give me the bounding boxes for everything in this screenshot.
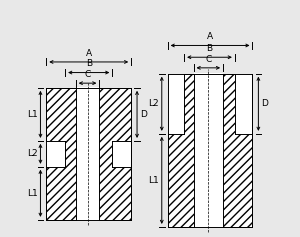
- Text: D: D: [261, 99, 268, 108]
- Text: C: C: [84, 70, 91, 79]
- Text: C: C: [205, 55, 212, 64]
- Bar: [46, 88, 131, 220]
- Text: A: A: [207, 32, 213, 41]
- Bar: [76, 87, 99, 221]
- Bar: [168, 74, 253, 227]
- Text: A: A: [86, 49, 92, 58]
- Text: D: D: [140, 110, 147, 119]
- Bar: [194, 73, 223, 228]
- Text: L1: L1: [27, 189, 38, 198]
- Text: L1: L1: [148, 176, 159, 185]
- Text: L1: L1: [27, 110, 38, 119]
- Text: B: B: [206, 44, 213, 53]
- Bar: [46, 141, 65, 167]
- Bar: [168, 74, 184, 134]
- Bar: [112, 141, 131, 167]
- Text: L2: L2: [27, 149, 38, 158]
- Bar: [235, 74, 253, 134]
- Text: B: B: [86, 59, 92, 68]
- Text: L2: L2: [148, 99, 159, 108]
